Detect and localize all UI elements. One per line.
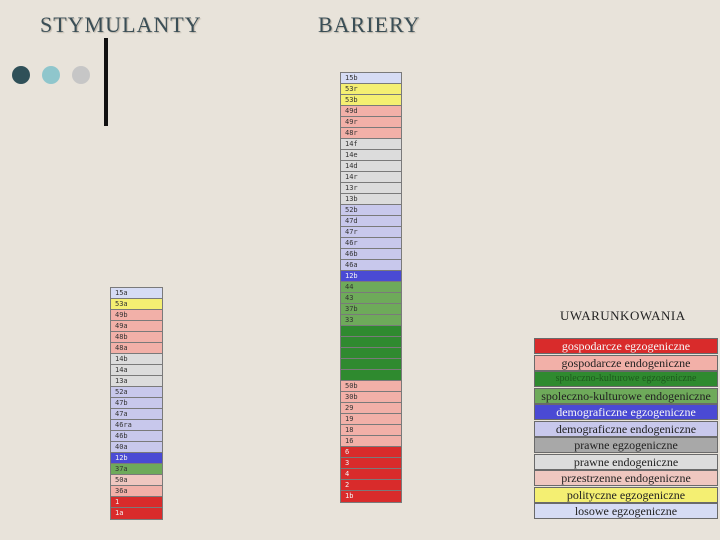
dark-dot-icon bbox=[12, 66, 30, 84]
stymulanty-cell: 12b bbox=[111, 453, 162, 464]
stymulanty-cell: 47b bbox=[111, 398, 162, 409]
bariery-cell: 6 bbox=[341, 447, 401, 458]
bariery-cell bbox=[341, 337, 401, 348]
bariery-cell: 50b bbox=[341, 381, 401, 392]
bariery-cell: 52b bbox=[341, 205, 401, 216]
stymulanty-cell: 13a bbox=[111, 376, 162, 387]
legend-item: demograficzne endogeniczne bbox=[534, 420, 718, 437]
bariery-cell: 47r bbox=[341, 227, 401, 238]
bariery-cell: 4 bbox=[341, 469, 401, 480]
stymulanty-cell: 37a bbox=[111, 464, 162, 475]
teal-dot-icon bbox=[42, 66, 60, 84]
bariery-cell: 46r bbox=[341, 238, 401, 249]
stymulanty-cell: 40a bbox=[111, 442, 162, 453]
bariery-cell bbox=[341, 348, 401, 359]
bariery-cell: 44 bbox=[341, 282, 401, 293]
bariery-cell bbox=[341, 326, 401, 337]
legend-item: prawne endogeniczne bbox=[534, 453, 718, 470]
legend-item: gospodarcze egzogeniczne bbox=[534, 338, 718, 354]
stymulanty-cell: 15a bbox=[111, 288, 162, 299]
stymulanty-column: 15a 53a 49b 49a 48b 48a 14b 14a 13a 52a 47b 47a 46ra… bbox=[110, 287, 163, 520]
legend-title: UWARUNKOWANIA bbox=[560, 308, 686, 323]
bariery-cell: 1b bbox=[341, 491, 401, 502]
bariery-cell: 48r bbox=[341, 128, 401, 139]
bariery-cell: 14e bbox=[341, 150, 401, 161]
bariery-heading: BARIERY bbox=[318, 12, 421, 37]
bariery-cell: 49d bbox=[341, 106, 401, 117]
bariery-cell: 53r bbox=[341, 84, 401, 95]
bariery-cell bbox=[341, 359, 401, 370]
stymulanty-cell: 49a bbox=[111, 321, 162, 332]
stymulanty-cell: 48a bbox=[111, 343, 162, 354]
bariery-cell: 14r bbox=[341, 172, 401, 183]
bariery-column: 15b 53r 53b 49d 49r 48r 14f 14e 14d 14r 13r 13b 52b 4… bbox=[340, 72, 402, 503]
stymulanty-heading: STYMULANTY bbox=[40, 12, 202, 37]
legend-item: gospodarcze endogeniczne bbox=[534, 354, 718, 371]
bariery-cell: 12b bbox=[341, 271, 401, 282]
legend: gospodarcze egzogeniczne gospodarcze endo… bbox=[534, 338, 718, 520]
bariery-cell: 46b bbox=[341, 249, 401, 260]
bariery-cell: 33 bbox=[341, 315, 401, 326]
bariery-cell: 14d bbox=[341, 161, 401, 172]
stymulanty-cell: 36a bbox=[111, 486, 162, 497]
bariery-cell: 13b bbox=[341, 194, 401, 205]
stymulanty-cell: 48b bbox=[111, 332, 162, 343]
stymulanty-cell: 52a bbox=[111, 387, 162, 398]
bariery-cell: 46a bbox=[341, 260, 401, 271]
legend-item: prawne egzogeniczne bbox=[534, 437, 718, 453]
legend-item: demograficzne egzogeniczne bbox=[534, 404, 718, 420]
bariery-cell: 43 bbox=[341, 293, 401, 304]
stymulanty-cell: 1 bbox=[111, 497, 162, 508]
bariery-cell: 30b bbox=[341, 392, 401, 403]
bariery-cell: 13r bbox=[341, 183, 401, 194]
bariery-cell: 49r bbox=[341, 117, 401, 128]
stymulanty-cell: 46b bbox=[111, 431, 162, 442]
bariery-cell: 16 bbox=[341, 436, 401, 447]
bariery-cell: 3 bbox=[341, 458, 401, 469]
bariery-cell: 37b bbox=[341, 304, 401, 315]
legend-item: losowe egzogeniczne bbox=[534, 503, 718, 519]
stymulanty-cell: 14b bbox=[111, 354, 162, 365]
stymulanty-cell: 49b bbox=[111, 310, 162, 321]
stymulanty-cell: 46ra bbox=[111, 420, 162, 431]
grey-dot-icon bbox=[72, 66, 90, 84]
stymulanty-cell: 1a bbox=[111, 508, 162, 519]
stymulanty-cell: 53a bbox=[111, 299, 162, 310]
bariery-cell: 18 bbox=[341, 425, 401, 436]
stymulanty-cell: 47a bbox=[111, 409, 162, 420]
stymulanty-cell: 50a bbox=[111, 475, 162, 486]
bariery-cell: 53b bbox=[341, 95, 401, 106]
legend-item: polityczne egzogeniczne bbox=[534, 486, 718, 503]
bariery-cell: 14f bbox=[341, 139, 401, 150]
bariery-cell: 19 bbox=[341, 414, 401, 425]
decorative-divider-line bbox=[104, 38, 108, 126]
bariery-cell bbox=[341, 370, 401, 381]
legend-item: spoleczno-kulturowe egzogeniczne bbox=[534, 371, 718, 387]
bariery-cell: 2 bbox=[341, 480, 401, 491]
stymulanty-cell: 14a bbox=[111, 365, 162, 376]
bariery-cell: 47d bbox=[341, 216, 401, 227]
legend-item: przestrzenne endogeniczne bbox=[534, 470, 718, 486]
legend-item: spoleczno-kulturowe endogeniczne bbox=[534, 387, 718, 404]
bariery-cell: 29 bbox=[341, 403, 401, 414]
bariery-cell: 15b bbox=[341, 73, 401, 84]
